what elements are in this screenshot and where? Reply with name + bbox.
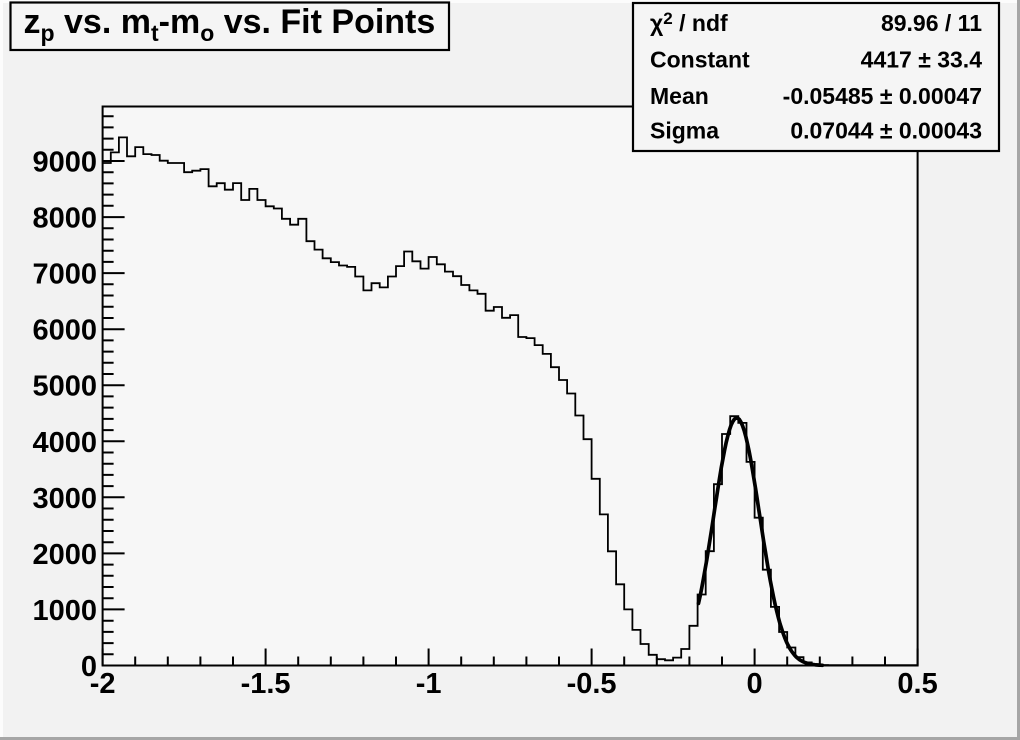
svg-text:0: 0	[81, 651, 97, 683]
svg-text:zp vs. mt-mo vs. Fit Points: zp vs. mt-mo vs. Fit Points	[24, 3, 436, 46]
svg-text:0.5: 0.5	[897, 668, 937, 700]
svg-text:4000: 4000	[32, 427, 97, 459]
svg-text:Sigma: Sigma	[650, 118, 719, 144]
svg-text:-2: -2	[90, 668, 116, 700]
svg-text:χ2 / ndf: χ2 / ndf	[650, 9, 728, 36]
svg-text:89.96 / 11: 89.96 / 11	[881, 10, 982, 36]
svg-text:-0.5: -0.5	[567, 668, 617, 700]
svg-text:4417 ± 33.4: 4417 ± 33.4	[861, 47, 983, 73]
svg-text:0.07044 ± 0.00043: 0.07044 ± 0.00043	[790, 118, 982, 144]
svg-text:-1: -1	[416, 668, 442, 700]
svg-text:Constant: Constant	[650, 47, 750, 73]
svg-text:7000: 7000	[32, 259, 97, 291]
svg-text:2000: 2000	[32, 539, 97, 571]
svg-text:-0.05485 ± 0.00047: -0.05485 ± 0.00047	[783, 83, 982, 109]
svg-text:0: 0	[747, 668, 763, 700]
svg-text:Mean: Mean	[650, 83, 709, 109]
svg-text:3000: 3000	[32, 483, 97, 515]
svg-text:8000: 8000	[32, 203, 97, 235]
svg-text:1000: 1000	[32, 595, 97, 627]
svg-text:6000: 6000	[32, 315, 97, 347]
svg-text:5000: 5000	[32, 371, 97, 403]
svg-text:-1.5: -1.5	[241, 668, 291, 700]
svg-text:9000: 9000	[32, 147, 97, 179]
